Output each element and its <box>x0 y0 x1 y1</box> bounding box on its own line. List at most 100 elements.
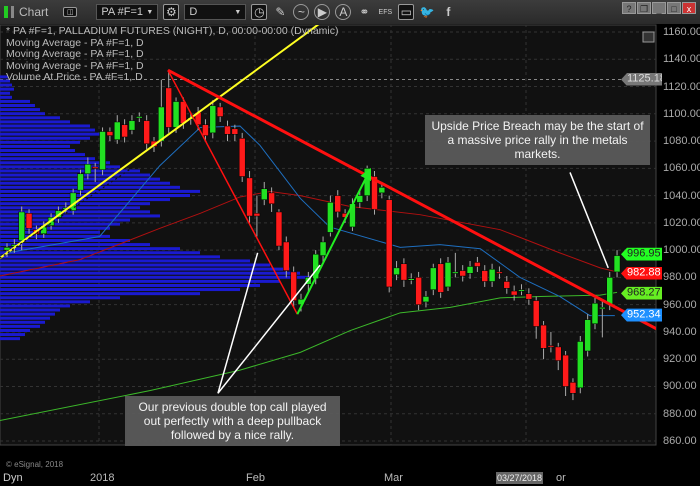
candle-up <box>319 241 327 256</box>
volume-at-price-bar <box>0 300 90 304</box>
price-tick-label: 1080.00 <box>663 135 700 148</box>
candle-up <box>430 267 437 290</box>
price-tick-label: 900.00 <box>663 380 697 393</box>
candle-down <box>91 166 99 169</box>
candle-up <box>606 277 613 305</box>
alert-icon[interactable]: A <box>335 4 352 20</box>
volume-at-price-bar <box>0 312 55 316</box>
volume-at-price-bar <box>0 153 85 157</box>
price-tick-label: 940.00 <box>663 325 697 338</box>
upper-callout: Upside Price Breach may be the start of … <box>425 115 650 165</box>
volume-at-price-bar <box>0 144 70 148</box>
candle-up <box>84 163 92 175</box>
candle-up <box>378 187 386 194</box>
legend-ma-1[interactable]: Moving Average - PA #F=1, D <box>6 36 144 49</box>
candle-down <box>562 354 569 387</box>
volume-at-price-bar <box>0 292 200 296</box>
link-chain-icon[interactable]: ⚭ <box>359 5 370 19</box>
volume-at-price-bar <box>0 136 90 140</box>
volume-at-price-bar <box>0 251 200 255</box>
trendline <box>0 25 320 260</box>
price-tick-label: 1020.00 <box>663 216 700 229</box>
volume-at-price-bar <box>0 283 260 287</box>
interval-value: D <box>189 6 198 18</box>
volume-at-price-bar <box>0 99 30 103</box>
dyn-label[interactable]: Dyn <box>3 472 23 484</box>
copyright: © eSignal, 2018 <box>6 460 64 469</box>
volume-at-price-bar <box>0 214 160 218</box>
legend-ma-3[interactable]: Moving Average - PA #F=1, D <box>6 59 144 72</box>
candle-down <box>121 124 128 138</box>
minimize-button[interactable]: _ <box>652 2 666 14</box>
price-tick-label: 1000.00 <box>663 244 700 257</box>
pencil-icon[interactable]: ✎ <box>275 5 286 19</box>
close-button[interactable]: x <box>682 2 696 14</box>
efs-icon[interactable]: EFS <box>378 8 393 16</box>
chevron-down-icon: ▼ <box>146 8 154 16</box>
symbol-select[interactable]: PA #F=1 ▼ <box>96 4 159 20</box>
facebook-icon[interactable]: f <box>446 5 451 19</box>
candle-up <box>488 268 496 282</box>
volume-at-price-bar <box>0 267 290 271</box>
interval-select[interactable]: D ▼ <box>184 4 247 20</box>
volume-at-price-bar <box>0 271 300 275</box>
price-tick-label: 1100.00 <box>663 107 700 120</box>
volume-at-price-bar <box>0 226 110 230</box>
legend-vap[interactable]: Volume At Price - PA #F=1, D <box>6 71 143 83</box>
maximize-button[interactable]: □ <box>667 2 681 14</box>
symbol-value: PA #F=1 <box>101 6 144 18</box>
candle-down <box>555 346 562 361</box>
trendline <box>217 264 321 394</box>
trendline <box>167 69 298 315</box>
price-chart[interactable] <box>0 24 700 486</box>
comment-icon[interactable]: ▭ <box>398 4 415 20</box>
lower-callout: Our previous double top call played out … <box>125 396 340 446</box>
volume-at-price-bar <box>0 75 8 79</box>
volume-at-price-bar <box>0 247 180 251</box>
link-icon[interactable]: ◫ <box>63 7 78 17</box>
price-tick-label: 960.00 <box>663 298 697 311</box>
volume-at-price-bar <box>0 337 20 341</box>
volume-at-price-bar <box>0 198 170 202</box>
volume-at-price-bar <box>0 116 60 120</box>
candle-up <box>408 278 415 281</box>
play-icon[interactable]: ▶ <box>314 4 331 20</box>
candle-up <box>466 266 474 274</box>
window-buttons: ? ❐ _ □ x <box>622 2 696 14</box>
study-legend: * PA #F=1, PALLADIUM FUTURES (NIGHT), D,… <box>6 25 339 84</box>
help-button[interactable]: ? <box>622 2 636 14</box>
volume-at-price-bar <box>0 320 45 324</box>
moving-average-mid <box>0 191 618 277</box>
chart-panel[interactable]: * PA #F=1, PALLADIUM FUTURES (NIGHT), D,… <box>0 24 700 486</box>
legend-symbol[interactable]: * PA #F=1, PALLADIUM FUTURES (NIGHT), D,… <box>6 25 339 37</box>
volume-at-price-bar <box>0 169 140 173</box>
candle-down <box>283 241 290 271</box>
volume-at-price-bar <box>0 328 30 332</box>
price-tick-label: 860.00 <box>663 434 697 447</box>
moving-average-long <box>0 291 618 421</box>
study-icon[interactable]: ~ <box>293 4 310 20</box>
volume-at-price-bar <box>0 316 50 320</box>
candle-down <box>106 131 114 136</box>
restore-button[interactable]: ❐ <box>637 2 651 14</box>
price-tag: 1125.18 <box>621 72 662 86</box>
twitter-icon[interactable]: 🐦 <box>419 5 435 19</box>
volume-at-price-bar <box>0 238 130 242</box>
price-tag: 982.88 <box>621 266 662 280</box>
volume-at-price-bar <box>0 112 45 116</box>
candle-up <box>128 120 136 131</box>
trendline <box>217 252 259 394</box>
volume-at-price-bar <box>0 140 80 144</box>
symbol-search-icon[interactable]: ⚙ <box>163 4 180 20</box>
chevron-down-icon: ▼ <box>234 8 242 16</box>
chart-restore-icon[interactable] <box>642 31 655 43</box>
candle-up <box>172 101 180 128</box>
price-tick-label: 1140.00 <box>663 53 700 66</box>
x-label-mar: Mar <box>384 472 403 484</box>
toolbar: Chart ◫ PA #F=1 ▼ ⚙ D ▼ ◷ ✎ ~ ▶ A ⚭ EFS ▭ … <box>0 0 700 24</box>
volume-at-price-bar <box>0 218 130 222</box>
trendline <box>569 172 609 269</box>
legend-ma-2[interactable]: Moving Average - PA #F=1, D <box>6 48 144 60</box>
trendline <box>296 167 371 315</box>
clock-icon[interactable]: ◷ <box>251 4 268 20</box>
